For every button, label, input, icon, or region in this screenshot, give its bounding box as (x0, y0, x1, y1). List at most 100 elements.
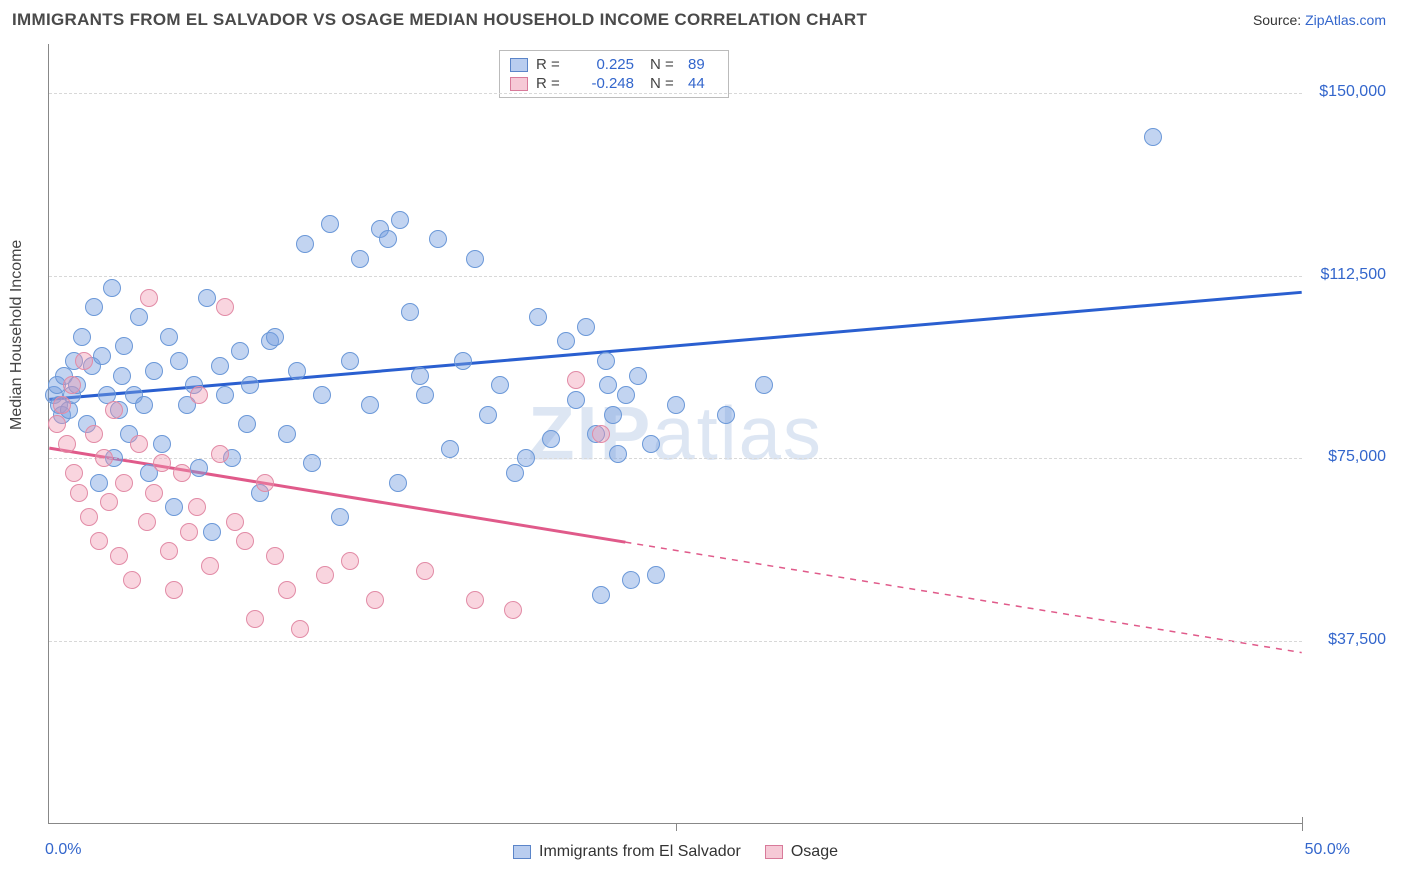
data-point-elsalvador (617, 386, 635, 404)
n-label: N = (650, 75, 680, 92)
data-point-osage (504, 601, 522, 619)
data-point-elsalvador (441, 440, 459, 458)
data-point-elsalvador (135, 396, 153, 414)
data-point-osage (188, 498, 206, 516)
y-tick-label: $75,000 (1328, 448, 1386, 466)
data-point-elsalvador (85, 298, 103, 316)
data-point-osage (130, 435, 148, 453)
chart-title: IMMIGRANTS FROM EL SALVADOR VS OSAGE MED… (12, 10, 867, 30)
data-point-osage (58, 435, 76, 453)
data-point-osage (236, 532, 254, 550)
data-point-elsalvador (517, 449, 535, 467)
source-attribution: Source: ZipAtlas.com (1253, 12, 1386, 28)
data-point-osage (416, 562, 434, 580)
data-point-elsalvador (216, 386, 234, 404)
data-point-elsalvador (622, 571, 640, 589)
n-label: N = (650, 56, 680, 73)
source-label: Source: (1253, 12, 1305, 28)
data-point-elsalvador (145, 362, 163, 380)
data-point-elsalvador (491, 376, 509, 394)
data-point-elsalvador (288, 362, 306, 380)
scatter-chart: ZIPatlas R = 0.225 N = 89 R = -0.248 N =… (48, 44, 1302, 824)
legend-label-elsalvador: Immigrants from El Salvador (539, 843, 741, 861)
data-point-elsalvador (278, 425, 296, 443)
data-point-elsalvador (597, 352, 615, 370)
data-point-osage (316, 566, 334, 584)
data-point-elsalvador (211, 357, 229, 375)
x-tick-label: 50.0% (1305, 841, 1350, 859)
data-point-osage (115, 474, 133, 492)
grid-line (49, 276, 1302, 277)
data-point-elsalvador (170, 352, 188, 370)
data-point-elsalvador (592, 586, 610, 604)
data-point-osage (123, 571, 141, 589)
series-legend: Immigrants from El Salvador Osage (49, 843, 1302, 861)
trend-line-osage-solid (49, 448, 625, 542)
trend-line-osage-dashed (625, 542, 1301, 652)
data-point-elsalvador (577, 318, 595, 336)
data-point-osage (48, 415, 66, 433)
data-point-osage (95, 449, 113, 467)
data-point-elsalvador (647, 566, 665, 584)
grid-line (49, 641, 1302, 642)
data-point-osage (75, 352, 93, 370)
data-point-elsalvador (717, 406, 735, 424)
data-point-osage (466, 591, 484, 609)
source-link[interactable]: ZipAtlas.com (1305, 12, 1386, 28)
data-point-osage (341, 552, 359, 570)
data-point-osage (278, 581, 296, 599)
data-point-elsalvador (103, 279, 121, 297)
x-tick-mark (1302, 817, 1303, 831)
n-value-elsalvador: 89 (688, 56, 718, 73)
data-point-elsalvador (321, 215, 339, 233)
data-point-elsalvador (529, 308, 547, 326)
data-point-elsalvador (411, 367, 429, 385)
data-point-osage (567, 371, 585, 389)
data-point-elsalvador (379, 230, 397, 248)
data-point-osage (70, 484, 88, 502)
data-point-elsalvador (609, 445, 627, 463)
swatch-elsalvador (510, 58, 528, 72)
data-point-elsalvador (190, 459, 208, 477)
data-point-elsalvador (115, 337, 133, 355)
data-point-elsalvador (599, 376, 617, 394)
data-point-osage (100, 493, 118, 511)
data-point-elsalvador (629, 367, 647, 385)
r-label: R = (536, 56, 564, 73)
data-point-elsalvador (113, 367, 131, 385)
data-point-osage (153, 454, 171, 472)
data-point-elsalvador (755, 376, 773, 394)
data-point-osage (216, 298, 234, 316)
data-point-elsalvador (165, 498, 183, 516)
data-point-elsalvador (361, 396, 379, 414)
data-point-osage (291, 620, 309, 638)
data-point-elsalvador (351, 250, 369, 268)
data-point-osage (140, 289, 158, 307)
data-point-elsalvador (567, 391, 585, 409)
data-point-osage (592, 425, 610, 443)
data-point-elsalvador (231, 342, 249, 360)
data-point-elsalvador (303, 454, 321, 472)
data-point-osage (110, 547, 128, 565)
legend-item-osage: Osage (765, 843, 838, 861)
data-point-elsalvador (73, 328, 91, 346)
r-value-elsalvador: 0.225 (572, 56, 634, 73)
data-point-elsalvador (341, 352, 359, 370)
data-point-elsalvador (90, 474, 108, 492)
swatch-osage (765, 845, 783, 859)
data-point-elsalvador (416, 386, 434, 404)
data-point-elsalvador (266, 328, 284, 346)
data-point-osage (366, 591, 384, 609)
data-point-osage (63, 376, 81, 394)
data-point-elsalvador (296, 235, 314, 253)
trend-lines-layer (49, 44, 1302, 823)
data-point-osage (80, 508, 98, 526)
data-point-elsalvador (198, 289, 216, 307)
data-point-osage (105, 401, 123, 419)
data-point-elsalvador (130, 308, 148, 326)
data-point-osage (145, 484, 163, 502)
data-point-elsalvador (238, 415, 256, 433)
legend-item-elsalvador: Immigrants from El Salvador (513, 843, 741, 861)
data-point-elsalvador (153, 435, 171, 453)
data-point-osage (90, 532, 108, 550)
